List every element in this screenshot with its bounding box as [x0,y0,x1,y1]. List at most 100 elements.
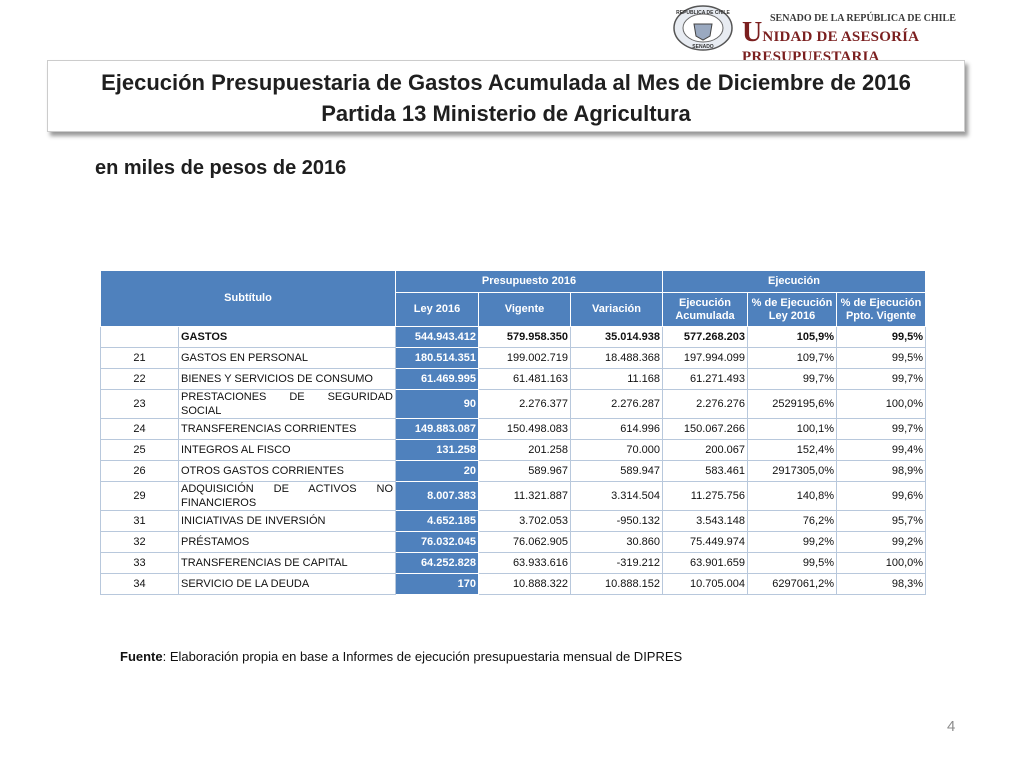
table-cell: 76.032.045 [395,531,479,553]
table-cell: 199.002.719 [478,347,571,369]
table-cell: 100,0% [836,552,927,574]
column-header: Vigente [478,292,571,327]
table-row: 29 ADQUISICIÓN DE ACTIVOS NO FINANCIEROS 8… [100,481,927,511]
table-cell: 99,4% [836,439,927,461]
table-cell: 18.488.368 [569,347,664,369]
table-cell: PRESTACIONES DE SEGURIDAD SOCIAL [178,389,396,419]
table-row: 23 PRESTACIONES DE SEGURIDAD SOCIAL 90 2.27… [100,389,927,419]
table-cell: 29 [100,481,179,511]
seal-shield [693,23,713,41]
table-cell: TRANSFERENCIAS DE CAPITAL [178,552,396,574]
unit-label: UNIDAD DE ASESORÍA PRESUPUESTARIA [742,17,919,65]
table-cell: 99,5% [836,326,927,348]
column-header: % de Ejecución Ppto. Vigente [836,292,927,327]
source-note: Fuente: Elaboración propia en base a Inf… [120,649,682,664]
source-text: : Elaboración propia en base a Informes … [162,649,683,664]
table-cell: 24 [100,418,179,440]
table-cell: 99,5% [747,552,838,574]
table-cell: 131.258 [395,439,479,461]
table-cell: INTEGROS AL FISCO [178,439,396,461]
source-label: Fuente [120,649,163,664]
table-cell: 201.258 [478,439,571,461]
table-cell: 10.888.322 [478,573,571,595]
table-cell: BIENES Y SERVICIOS DE CONSUMO [178,368,396,390]
table-cell: PRÉSTAMOS [178,531,396,553]
table-cell: 583.461 [662,460,749,482]
title-box: Ejecución Presupuestaria de Gastos Acumu… [47,60,965,132]
table-cell: 11.275.756 [662,481,749,511]
table-cell: 4.652.185 [395,510,479,532]
table-cell [100,326,179,348]
table-cell: 100,1% [747,418,838,440]
table-row: 25 INTEGROS AL FISCO 131.258 201.258 70.000 2… [100,439,927,461]
seal-bottom: SENADO [692,44,714,50]
table-cell: 200.067 [662,439,749,461]
table-row: GASTOS 544.943.412 579.958.350 35.014.938 57… [100,326,927,348]
table-cell: 109,7% [747,347,838,369]
table-cell: 99,7% [747,368,838,390]
table-cell: 98,3% [836,573,927,595]
table-cell: 11.321.887 [478,481,571,511]
table-cell: 90 [395,389,479,419]
table-cell: 76.062.905 [478,531,571,553]
table-cell: 98,9% [836,460,927,482]
table-cell: 20 [395,460,479,482]
table-row: 31 INICIATIVAS DE INVERSIÓN 4.652.185 3.702… [100,510,927,532]
seal-top: REPÚBLICA DE CHILE [676,9,730,16]
table-row: 22 BIENES Y SERVICIOS DE CONSUMO 61.469.99… [100,368,927,390]
table-cell: 23 [100,389,179,419]
table-row: 34 SERVICIO DE LA DEUDA 170 10.888.322 10.88… [100,573,927,595]
table-cell: 589.947 [569,460,664,482]
table-cell: 589.967 [478,460,571,482]
table-cell: 2.276.287 [569,389,664,419]
column-header: Ley 2016 [395,292,479,327]
table-cell: 105,9% [747,326,838,348]
table-cell: GASTOS EN PERSONAL [178,347,396,369]
table-cell: TRANSFERENCIAS CORRIENTES [178,418,396,440]
table-cell: 21 [100,347,179,369]
table-cell: -319.212 [569,552,664,574]
table-cell: 35.014.938 [569,326,664,348]
table-cell: 63.933.616 [478,552,571,574]
table-cell: 33 [100,552,179,574]
table-cell: 75.449.974 [662,531,749,553]
table-cell: ADQUISICIÓN DE ACTIVOS NO FINANCIEROS [178,481,396,511]
table-cell: 22 [100,368,179,390]
table-cell: 10.888.152 [569,573,664,595]
table-row: 33 TRANSFERENCIAS DE CAPITAL 64.252.828 63.… [100,552,927,574]
table-cell: 152,4% [747,439,838,461]
table-cell: OTROS GASTOS CORRIENTES [178,460,396,482]
table-cell: 197.994.099 [662,347,749,369]
table-cell: 34 [100,573,179,595]
table-cell: 61.469.995 [395,368,479,390]
table-cell: 95,7% [836,510,927,532]
table-cell: 61.271.493 [662,368,749,390]
table-cell: 2917305,0% [747,460,838,482]
subtitle: en miles de pesos de 2016 [95,157,347,179]
column-header: % de Ejecución Ley 2016 [747,292,838,327]
table-cell: 170 [395,573,479,595]
table-cell: 2.276.377 [478,389,571,419]
table-cell: 11.168 [569,368,664,390]
budget-table: Subtítulo Presupuesto 2016 Ejecución Ley… [100,270,927,595]
table-cell: 76,2% [747,510,838,532]
table-cell: 99,2% [747,531,838,553]
table-cell: 3.314.504 [569,481,664,511]
table-row: 26 OTROS GASTOS CORRIENTES 20 589.967 589.94… [100,460,927,482]
title-line: Ejecución Presupuestaria de Gastos Acumu… [101,70,911,95]
table-cell: 61.481.163 [478,368,571,390]
table-cell: 99,5% [836,347,927,369]
table-row: 32 PRÉSTAMOS 76.032.045 76.062.905 30.860 75.… [100,531,927,553]
table-cell: 579.958.350 [478,326,571,348]
table-cell: 10.705.004 [662,573,749,595]
page-number: 4 [947,718,956,735]
table-cell: 100,0% [836,389,927,419]
table-cell: 577.268.203 [662,326,749,348]
table-cell: 99,6% [836,481,927,511]
table-cell: -950.132 [569,510,664,532]
table-cell: 2.276.276 [662,389,749,419]
group-header: Subtítulo [100,270,396,327]
table-cell: 25 [100,439,179,461]
table-cell: 2529195,6% [747,389,838,419]
